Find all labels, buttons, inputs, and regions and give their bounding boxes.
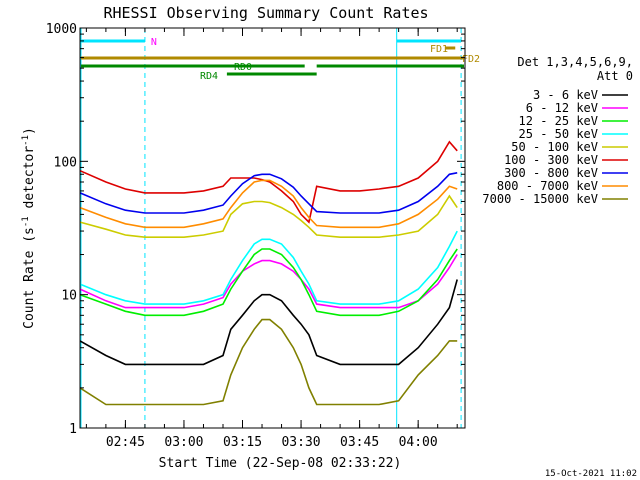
series-line-1	[79, 254, 458, 309]
axes: 1 10 100 1000 02:45 03:00 03:15 03:30 03:45 04:00	[46, 22, 465, 450]
x-tick-label: 03:00	[164, 435, 203, 450]
x-tick-label: 02:45	[106, 435, 145, 450]
plot-area: N FD1 FD2 RD0 RD4	[79, 28, 480, 428]
series-line-7	[79, 179, 458, 229]
y-axis-label: Count Rate (s-1 detector-1)	[21, 127, 37, 329]
series-line-8	[79, 318, 458, 406]
series-line-0	[79, 279, 458, 366]
legend-entry-label: 300 - 800 keV	[504, 166, 598, 180]
legend-header-line1: Det 1,3,4,5,6,9,	[517, 55, 633, 69]
chart-title: RHESSI Observing Summary Count Rates	[103, 4, 428, 22]
y-axis-label-sup1: -1	[21, 216, 31, 227]
night-label: N	[151, 37, 157, 48]
series-line-5	[79, 140, 458, 224]
legend-entry-label: 50 - 100 keV	[511, 140, 598, 154]
x-tick-label: 03:30	[281, 435, 320, 450]
series-line-6	[79, 172, 458, 214]
flag-label-rd4: RD4	[200, 71, 218, 82]
y-axis-label-mid: detector	[22, 146, 37, 217]
series-line-2	[79, 248, 458, 317]
y-axis-label-end: )	[22, 127, 37, 135]
plot-frame	[79, 27, 466, 429]
legend-entry-label: 100 - 300 keV	[504, 153, 598, 167]
x-tick-label: 03:15	[223, 435, 262, 450]
y-tick-label: 1	[69, 422, 77, 437]
x-tick-label: 04:00	[399, 435, 438, 450]
legend-entry-label: 6 - 12 keV	[526, 101, 598, 115]
y-axis-label-main: Count Rate (s	[22, 227, 37, 329]
legend-entry-label: 3 - 6 keV	[533, 88, 598, 102]
y-tick-label: 100	[54, 155, 77, 170]
legend-entry-label: 800 - 7000 keV	[497, 179, 598, 193]
legend-entry-label: 7000 - 15000 keV	[482, 192, 598, 206]
legend-entry-label: 25 - 50 keV	[519, 127, 598, 141]
timestamp: 15-Oct-2021 11:02	[545, 469, 637, 479]
legend-entry-label: 12 - 25 keV	[519, 114, 598, 128]
x-tick-label: 03:45	[340, 435, 379, 450]
x-axis-label: Start Time (22-Sep-08 02:33:22)	[159, 456, 402, 471]
legend-header-line2: Att 0	[597, 69, 633, 83]
y-axis-label-sup2: -1	[21, 135, 31, 146]
series-line-3	[79, 230, 458, 305]
flag-label-fd2: FD2	[462, 54, 480, 65]
flag-label-rd0: RD0	[234, 62, 252, 73]
flag-label-fd1: FD1	[430, 44, 448, 55]
y-tick-label: 1000	[46, 22, 77, 37]
series-line-4	[79, 194, 458, 238]
y-tick-label: 10	[61, 289, 77, 304]
